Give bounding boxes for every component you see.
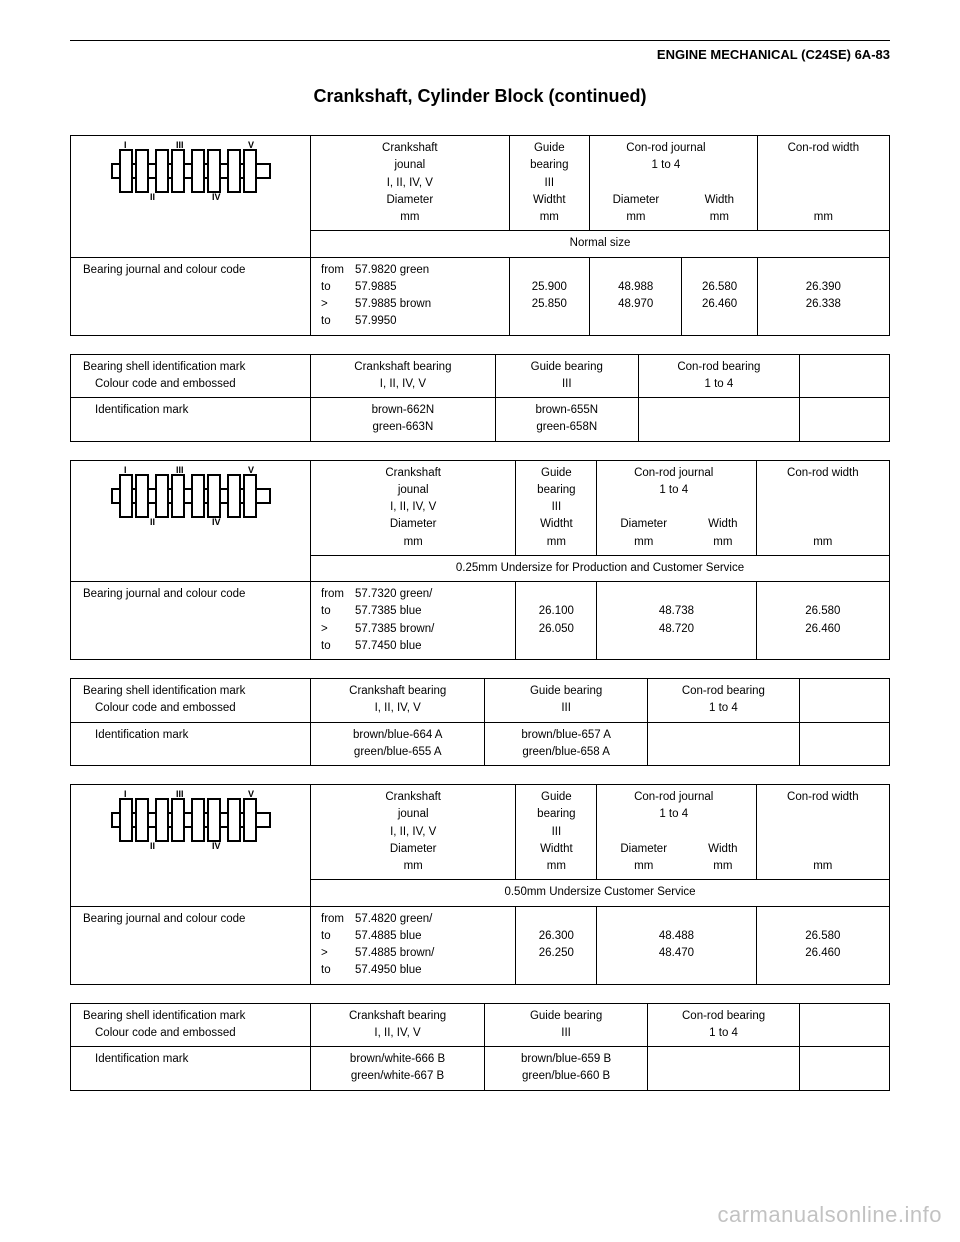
col-conrod-w: Con-rod width mm bbox=[756, 460, 889, 555]
spec-table-025: I III V II IV Crankshaftjounal I, II, IV… bbox=[70, 460, 890, 661]
id3-left: Bearing shell identification mark Colour… bbox=[71, 1003, 311, 1047]
watermark: carmanualsonline.info bbox=[717, 1202, 942, 1228]
col-conrod-diam: Con-rod journal 1 to 4 Diametermm bbox=[597, 785, 690, 880]
col-guide: Guidebearing IIIWidthtmm bbox=[516, 785, 597, 880]
id-table-1: Bearing shell identification mark Colour… bbox=[70, 354, 890, 442]
svg-text:IV: IV bbox=[212, 841, 221, 851]
id2-idmark: Identification mark bbox=[71, 722, 311, 766]
crankshaft-diagram-cell-3: I III V II IV bbox=[71, 785, 311, 907]
svg-text:V: V bbox=[248, 465, 254, 475]
svg-text:V: V bbox=[248, 789, 254, 799]
col-conrod-diam: Con-rod journal 1 to 4 Diametermm bbox=[597, 460, 690, 555]
id2-conrod-h: Con-rod bearing1 to 4 bbox=[647, 679, 799, 723]
id3-conrod-h: Con-rod bearing1 to 4 bbox=[648, 1003, 800, 1047]
id3-blank bbox=[800, 1003, 890, 1047]
col-crank-jounal: Crankshaft jounal I, II, IV, V Diameter … bbox=[311, 136, 510, 231]
id1-idmark: Identification mark bbox=[71, 398, 311, 442]
bearing-journal-label: Bearing journal and colour code bbox=[71, 582, 311, 660]
col-guide: Guide bearing III Widtht mm bbox=[509, 136, 589, 231]
svg-text:II: II bbox=[150, 517, 155, 527]
t1-guide: 25.90025.850 bbox=[509, 257, 589, 335]
crankshaft-icon: I III V II IV bbox=[106, 789, 276, 851]
id1-guide: brown-655Ngreen-658N bbox=[495, 398, 638, 442]
col-crank-jounal: Crankshaftjounal I, II, IV, VDiametermm bbox=[311, 785, 516, 880]
t1-cw: 26.39026.338 bbox=[757, 257, 889, 335]
svg-text:I: I bbox=[124, 465, 127, 475]
svg-text:I: I bbox=[124, 140, 127, 150]
page-title: Crankshaft, Cylinder Block (continued) bbox=[70, 86, 890, 107]
id2-crank: brown/blue-664 Agreen/blue-655 A bbox=[311, 722, 485, 766]
id1-crank-h: Crankshaft bearingI, II, IV, V bbox=[311, 354, 496, 398]
id3-guide: brown/blue-659 Bgreen/blue-660 B bbox=[485, 1047, 648, 1091]
svg-text:III: III bbox=[176, 140, 184, 150]
id3-guide-h: Guide bearingIII bbox=[485, 1003, 648, 1047]
col-crank-jounal: Crankshaftjounal I, II, IV, VDiametermm bbox=[311, 460, 516, 555]
bearing-journal-label: Bearing journal and colour code bbox=[71, 906, 311, 984]
t3-diam: 48.48848.470 bbox=[597, 906, 756, 984]
bearing-journal-label: Bearing journal and colour code bbox=[71, 257, 311, 335]
id2-guide: brown/blue-657 Agreen/blue-658 A bbox=[485, 722, 647, 766]
id3-crank: brown/white-666 Bgreen/white-667 B bbox=[311, 1047, 485, 1091]
t1-range: from57.9820 green to57.9885 >57.9885 bro… bbox=[311, 257, 510, 335]
t2-range: from57.7320 green/ to57.7385 blue >57.73… bbox=[311, 582, 516, 660]
svg-text:IV: IV bbox=[212, 517, 221, 527]
crankshaft-icon: I III V II IV bbox=[106, 140, 276, 202]
id1-guide-h: Guide bearingIII bbox=[495, 354, 638, 398]
undersize-025-label: 0.25mm Undersize for Production and Cust… bbox=[311, 555, 890, 581]
col-conrod-w: Con-rod width mm bbox=[757, 136, 889, 231]
id1-conrod-h: Con-rod bearing1 to 4 bbox=[638, 354, 799, 398]
col-conrod-w: Con-rod width mm bbox=[756, 785, 889, 880]
svg-text:II: II bbox=[150, 841, 155, 851]
t3-cw: 26.58026.460 bbox=[756, 906, 889, 984]
t2-cw: 26.58026.460 bbox=[756, 582, 889, 660]
col-guide: Guidebearing IIIWidthtmm bbox=[516, 460, 597, 555]
normal-size-label: Normal size bbox=[311, 231, 890, 257]
svg-text:III: III bbox=[176, 789, 184, 799]
t1-width: 26.58026.460 bbox=[682, 257, 757, 335]
svg-text:II: II bbox=[150, 192, 155, 202]
t3-guide: 26.30026.250 bbox=[516, 906, 597, 984]
crankshaft-icon: I III V II IV bbox=[106, 465, 276, 527]
id2-blank bbox=[800, 679, 890, 723]
crankshaft-diagram-cell-2: I III V II IV bbox=[71, 460, 311, 582]
header-text: ENGINE MECHANICAL (C24SE) 6A-83 bbox=[70, 47, 890, 62]
id2-crank-h: Crankshaft bearingI, II, IV, V bbox=[311, 679, 485, 723]
crankshaft-diagram-cell: I III V II IV bbox=[71, 136, 311, 258]
id3-idmark: Identification mark bbox=[71, 1047, 311, 1091]
id-table-2: Bearing shell identification mark Colour… bbox=[70, 678, 890, 766]
id-table-3: Bearing shell identification mark Colour… bbox=[70, 1003, 890, 1091]
t3-range: from57.4820 green/ to57.4885 blue >57.48… bbox=[311, 906, 516, 984]
svg-text:IV: IV bbox=[212, 192, 221, 202]
id1-left: Bearing shell identification mark Colour… bbox=[71, 354, 311, 398]
spec-table-normal: I III V II IV Crankshaft jounal I, II, I… bbox=[70, 135, 890, 336]
svg-text:V: V bbox=[248, 140, 254, 150]
t1-diam: 48.98848.970 bbox=[589, 257, 681, 335]
svg-text:I: I bbox=[124, 789, 127, 799]
svg-text:III: III bbox=[176, 465, 184, 475]
undersize-050-label: 0.50mm Undersize Customer Service bbox=[311, 880, 890, 906]
id1-crank: brown-662Ngreen-663N bbox=[311, 398, 496, 442]
id3-crank-h: Crankshaft bearingI, II, IV, V bbox=[311, 1003, 485, 1047]
t2-diam: 48.73848.720 bbox=[597, 582, 756, 660]
t2-guide: 26.10026.050 bbox=[516, 582, 597, 660]
spec-table-050: I III V II IV Crankshaftjounal I, II, IV… bbox=[70, 784, 890, 985]
id1-blank bbox=[800, 354, 890, 398]
page-header: ENGINE MECHANICAL (C24SE) 6A-83 bbox=[70, 40, 890, 62]
id2-left: Bearing shell identification mark Colour… bbox=[71, 679, 311, 723]
col-conrod-diam: Con-rod journal 1 to 4 Diameter mm bbox=[589, 136, 681, 231]
id2-guide-h: Guide bearingIII bbox=[485, 679, 647, 723]
